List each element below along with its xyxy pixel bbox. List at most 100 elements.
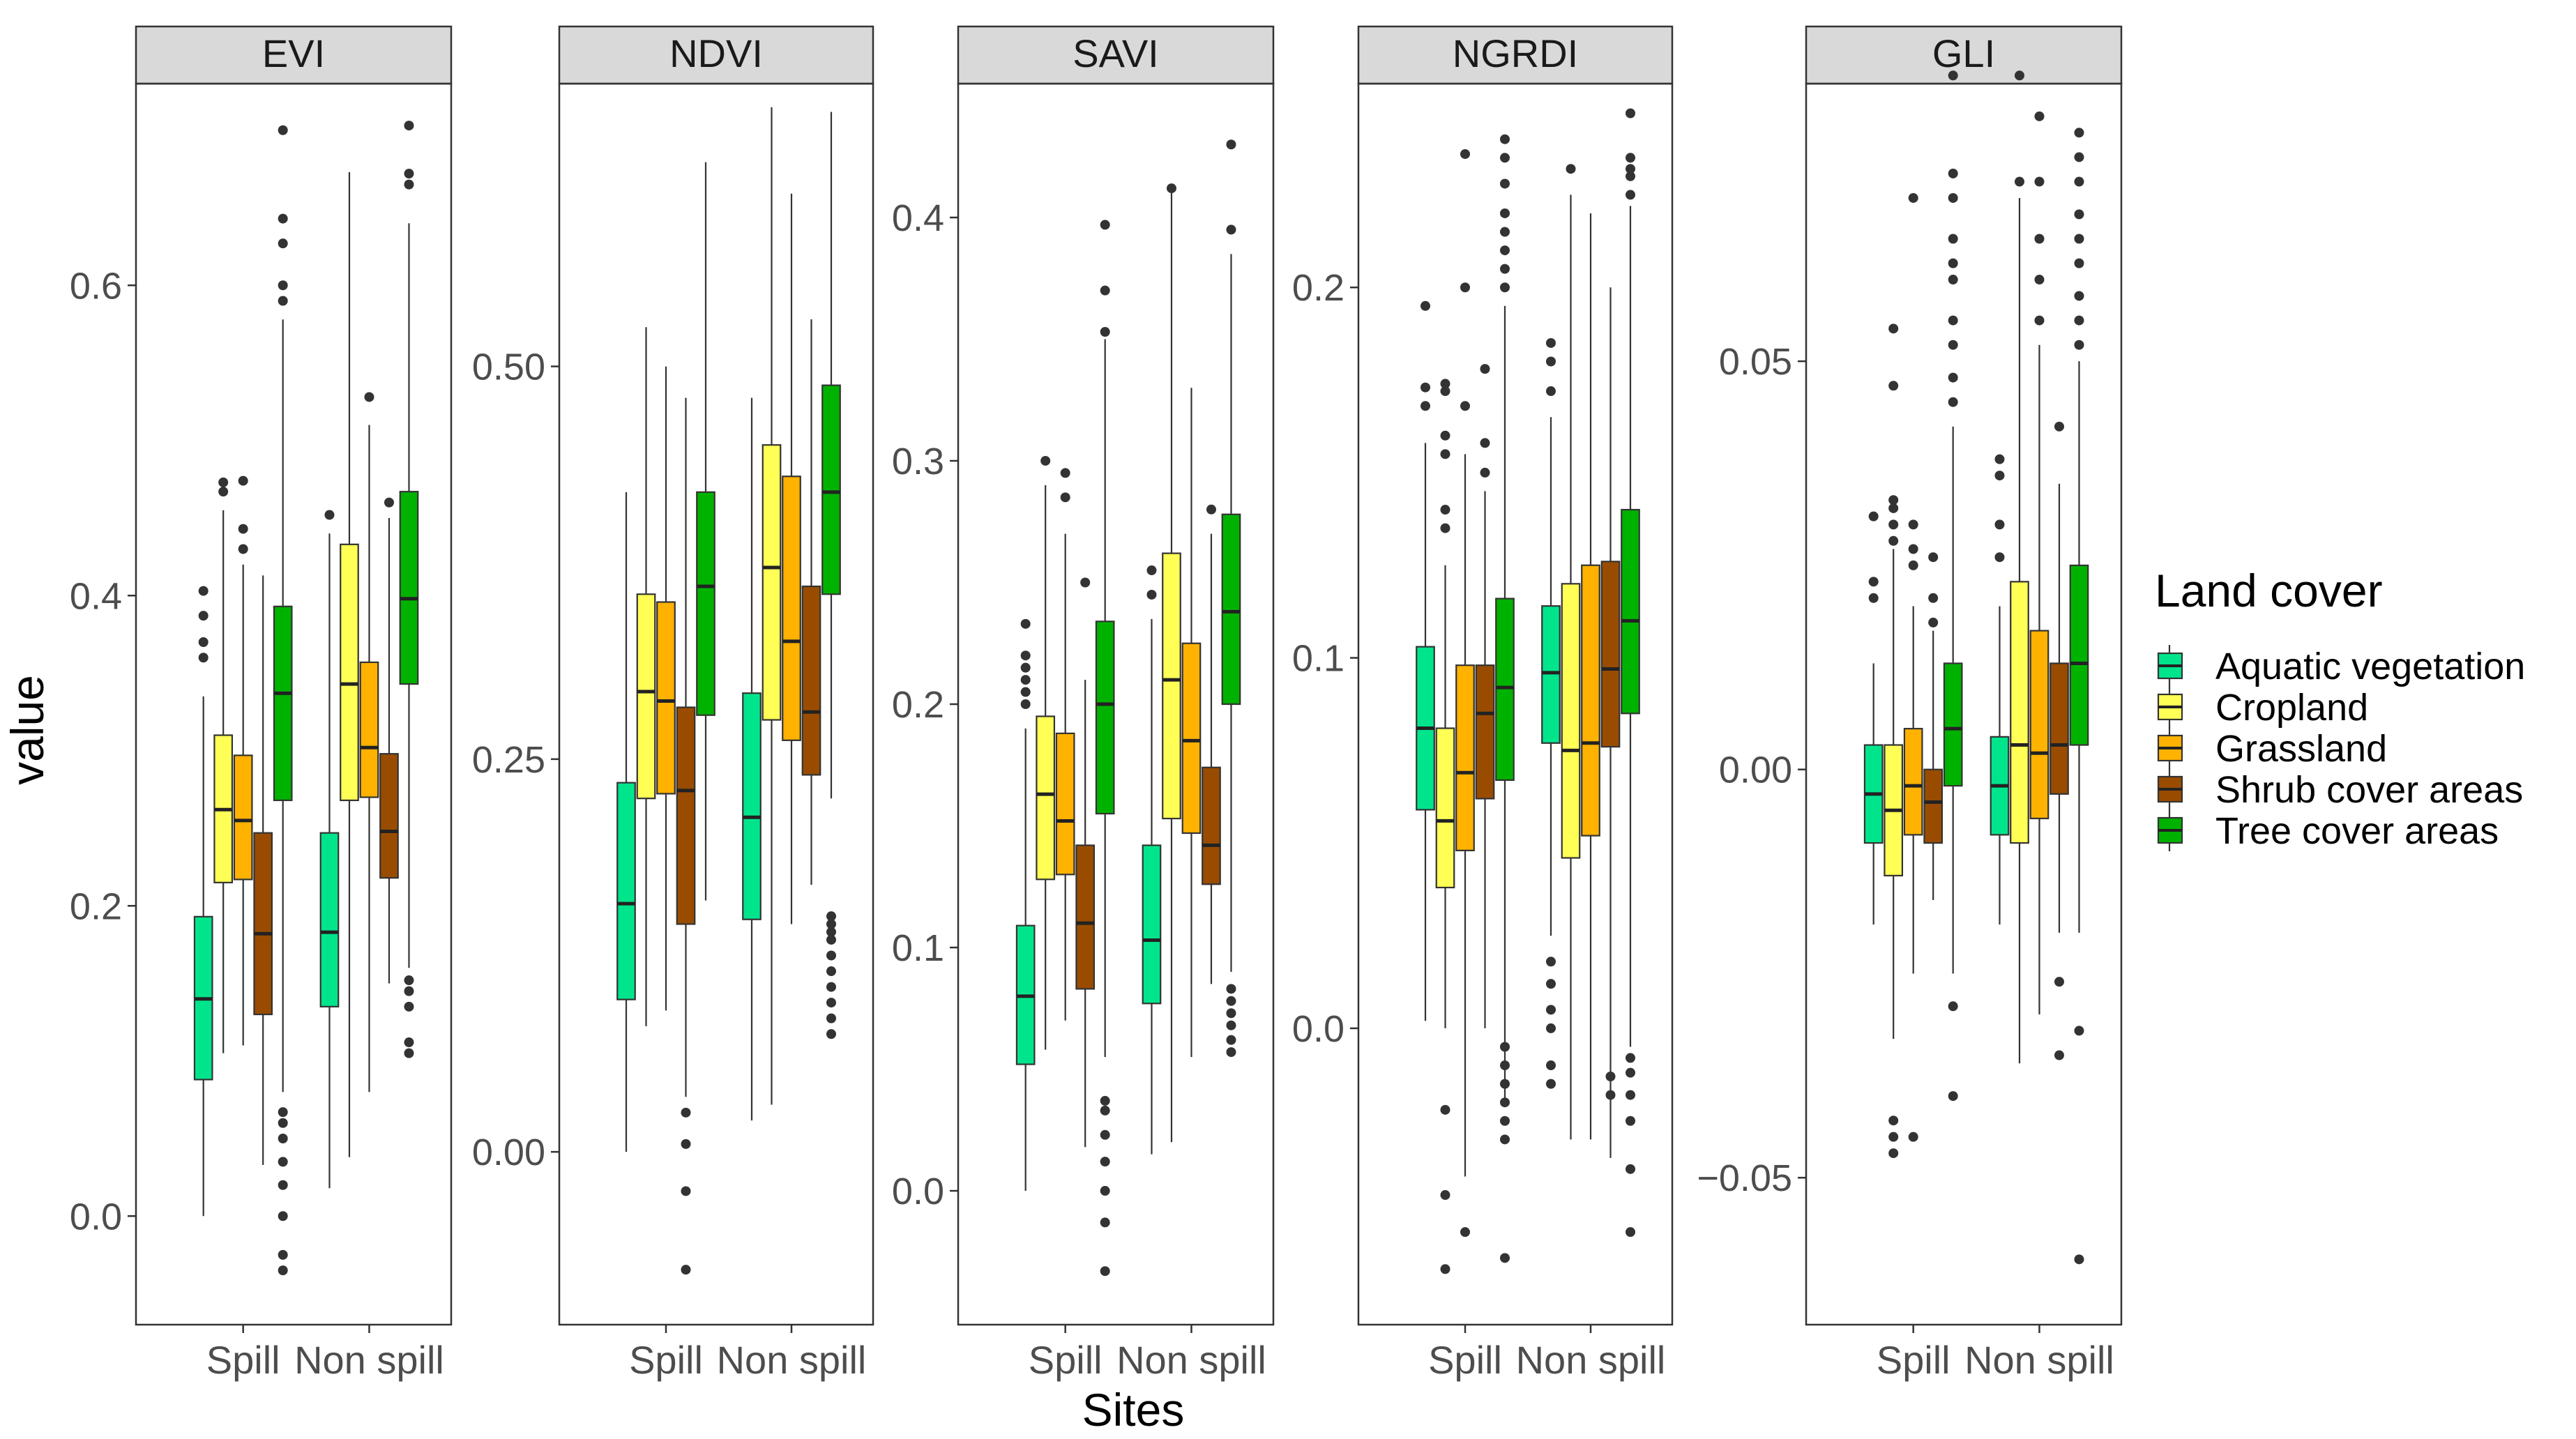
outlier-point — [324, 510, 335, 520]
outlier-point — [1100, 1266, 1110, 1277]
outlier-point — [681, 1265, 691, 1275]
outlier-point — [681, 1139, 691, 1149]
box-aquatic-vegetation — [1863, 511, 1884, 925]
outlier-point — [1500, 1079, 1510, 1089]
outlier-point — [1948, 1001, 1958, 1012]
outlier-point — [1500, 264, 1510, 274]
outlier-point — [2034, 234, 2045, 244]
outlier-point — [1500, 1097, 1510, 1108]
outlier-point — [198, 586, 209, 596]
facet-strip — [957, 25, 1275, 85]
outlier-point — [278, 1211, 288, 1221]
y-tick-label: 0.0 — [892, 1171, 944, 1212]
outlier-point — [1420, 382, 1430, 393]
outlier-point — [1888, 381, 1899, 391]
outlier-point — [1460, 1227, 1470, 1238]
outlier-point — [1420, 300, 1430, 311]
outlier-point — [1546, 337, 1556, 348]
outlier-point — [826, 982, 836, 992]
box-tree-cover-areas — [2069, 128, 2089, 1265]
outlier-point — [1226, 984, 1236, 994]
y-tick-label: 0.1 — [892, 927, 944, 969]
outlier-point — [2034, 275, 2045, 285]
box-iqr — [696, 491, 715, 716]
box-shrub-cover-areas — [1923, 552, 1944, 901]
outlier-point — [1908, 1132, 1918, 1142]
box-cropland — [2010, 70, 2029, 1064]
panel-border — [957, 82, 1275, 1326]
outlier-point — [1948, 192, 1958, 203]
facet-panel-ngrdi: NGRDI 0.0 0.1 0.2 Spill Non spill — [1292, 25, 1674, 1382]
outlier-point — [1500, 134, 1510, 144]
box-tree-cover-areas — [821, 112, 841, 1040]
box-iqr — [1181, 642, 1202, 835]
box-tree-cover-areas — [696, 162, 715, 901]
panel-border — [1805, 82, 2123, 1326]
box-iqr — [1075, 844, 1096, 990]
outlier-point — [1460, 282, 1470, 293]
outlier-point — [2034, 111, 2045, 121]
box-iqr — [616, 782, 636, 1000]
outlier-point — [1226, 1020, 1236, 1030]
outlier-point — [1480, 467, 1490, 478]
legend-label: Grassland — [2215, 728, 2387, 770]
outlier-point — [404, 1001, 414, 1012]
outlier-point — [238, 544, 248, 554]
box-iqr — [1435, 727, 1455, 889]
box-iqr — [1142, 844, 1162, 1005]
outlier-point — [278, 1249, 288, 1260]
x-tick-label: Non spill — [1964, 1338, 2114, 1382]
box-iqr — [1561, 583, 1581, 859]
outlier-point — [1080, 577, 1091, 588]
outlier-point — [2074, 176, 2084, 187]
legend-label: Tree cover areas — [2215, 810, 2499, 852]
outlier-point — [826, 1013, 836, 1023]
box-aquatic-vegetation — [1541, 337, 1561, 1089]
facet-panel-ndvi: NDVI 0.00 0.25 0.50 Spill Non spill — [472, 25, 874, 1382]
outlier-point — [2054, 977, 2064, 987]
outlier-point — [1100, 1105, 1110, 1116]
outlier-point — [278, 213, 288, 224]
outlier-point — [1908, 519, 1918, 530]
outlier-point — [1948, 234, 1958, 244]
box-iqr — [782, 475, 801, 741]
outlier-point — [2074, 209, 2084, 220]
box-cropland — [1036, 455, 1056, 1050]
outlier-point — [826, 1029, 836, 1040]
legend-items: Aquatic vegetationCroplandGrasslandShrub… — [2157, 645, 2525, 852]
box-grassland — [1581, 213, 1600, 1140]
outlier-point — [1100, 1157, 1110, 1167]
outlier-point — [278, 296, 288, 306]
x-axis-title: Sites — [1082, 1384, 1185, 1436]
outlier-point — [278, 125, 288, 135]
outlier-point — [1566, 164, 1576, 174]
box-grassland — [359, 392, 379, 1092]
outlier-point — [1020, 650, 1031, 661]
outlier-point — [2074, 234, 2084, 244]
outlier-point — [198, 653, 209, 663]
outlier-point — [2074, 340, 2084, 350]
box-shrub-cover-areas — [1475, 364, 1495, 1028]
outlier-point — [1626, 108, 1635, 119]
facet-strip — [135, 25, 453, 85]
outlier-point — [1605, 1072, 1616, 1081]
outlier-point — [1868, 593, 1879, 603]
facet-strip-label: GLI — [1932, 31, 1995, 75]
legend-label: Aquatic vegetation — [2215, 646, 2525, 687]
x-tick-label: Spill — [629, 1338, 703, 1382]
box-iqr — [1581, 564, 1600, 837]
outlier-point — [1100, 1186, 1110, 1196]
y-tick-label: 0.50 — [472, 347, 545, 388]
outlier-point — [2074, 291, 2084, 301]
outlier-point — [2014, 176, 2024, 187]
outlier-point — [1460, 401, 1470, 411]
outlier-point — [1626, 1116, 1635, 1126]
outlier-point — [1928, 617, 1939, 627]
box-tree-cover-areas — [1943, 70, 1963, 1102]
outlier-point — [1908, 544, 1918, 554]
legend: Land cover Aquatic vegetationCroplandGra… — [2155, 565, 2525, 852]
outlier-point — [1500, 245, 1510, 256]
x-tick-label: Spill — [1428, 1338, 1502, 1382]
outlier-point — [1226, 1035, 1236, 1045]
outlier-point — [1626, 190, 1635, 200]
